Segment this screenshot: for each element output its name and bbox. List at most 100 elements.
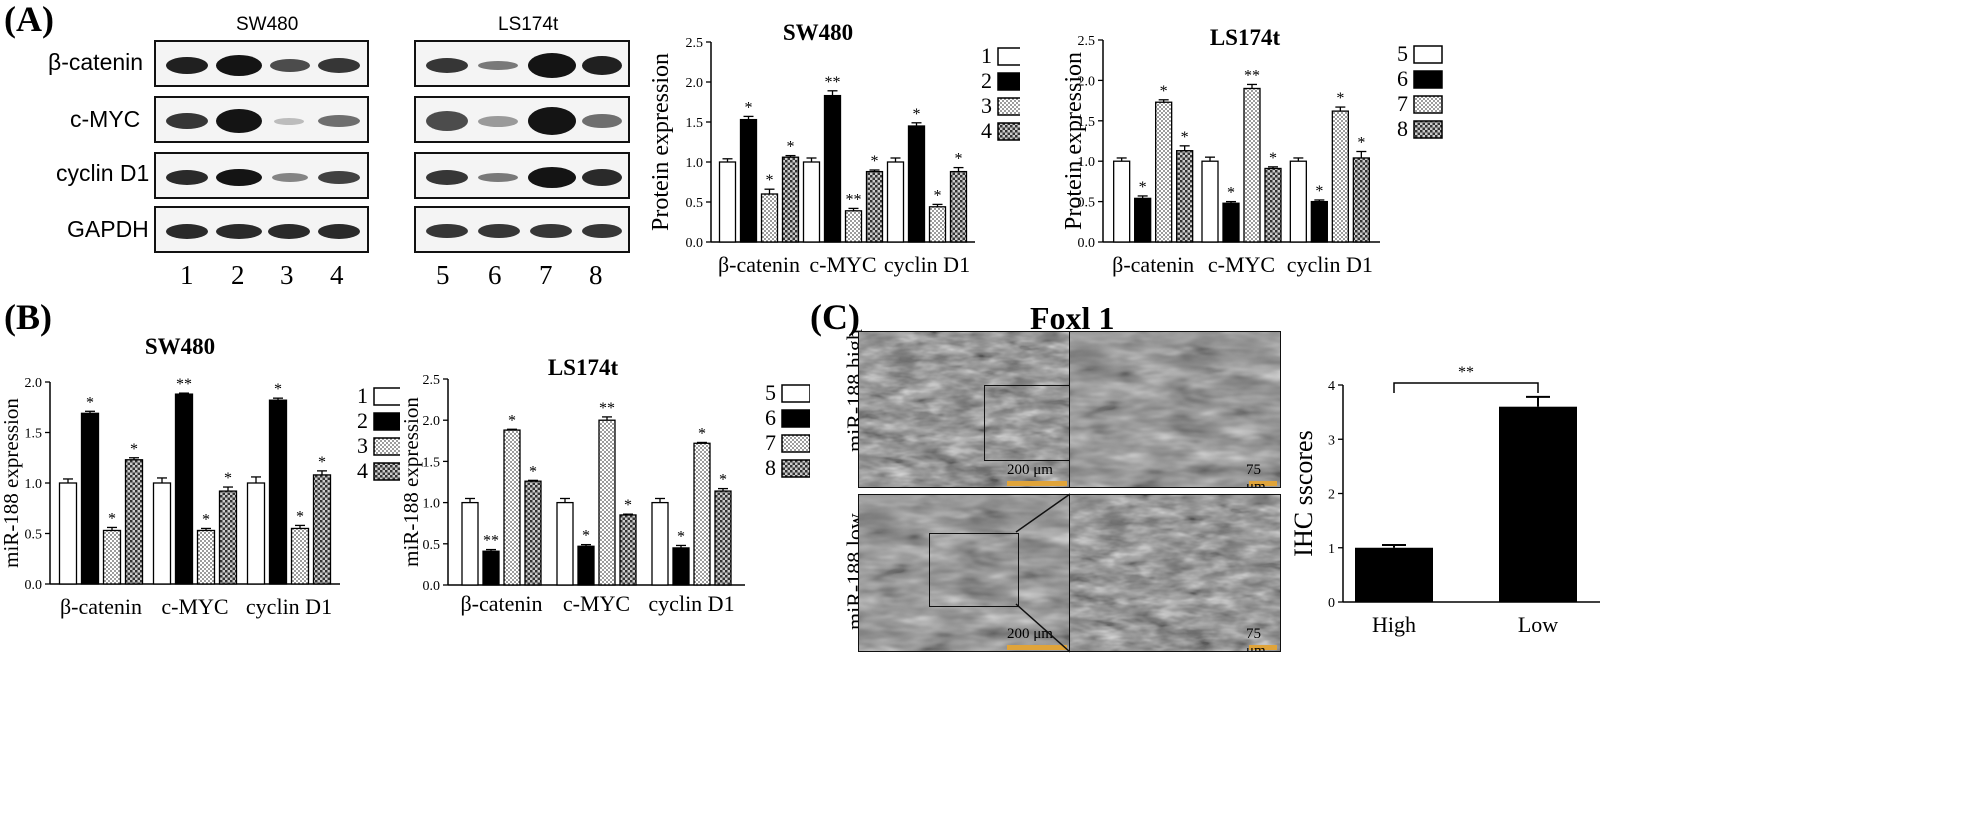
y-tick-label: 2.5 <box>423 373 441 388</box>
legend-label: 8 <box>1397 116 1408 141</box>
y-tick-label: 2.0 <box>423 414 441 429</box>
significance-marker: * <box>913 106 921 123</box>
band <box>478 61 518 70</box>
legend-label: 3 <box>357 433 368 458</box>
legend-swatch <box>997 122 1020 141</box>
blot-sw480-gapdh <box>154 206 369 253</box>
x-category-label: cyclin D1 <box>246 594 332 619</box>
chart-title: LS174t <box>1210 25 1281 50</box>
chart-title: SW480 <box>145 334 215 359</box>
band <box>478 116 518 127</box>
band <box>166 57 208 74</box>
legend-label: 7 <box>765 430 776 455</box>
significance-marker: * <box>624 497 632 514</box>
significance-marker: * <box>766 172 774 189</box>
band <box>270 59 310 72</box>
legend-label: 5 <box>1397 41 1408 66</box>
bar <box>124 459 144 585</box>
tissue-texture <box>1070 495 1280 651</box>
band <box>426 58 468 73</box>
x-category-label: β-catenin <box>1112 252 1194 277</box>
y-tick-label: 2.0 <box>25 376 43 391</box>
band <box>216 55 262 76</box>
zoom-region-box <box>929 533 1019 607</box>
panel-label-b: (B) <box>4 297 52 337</box>
significance-marker: * <box>934 187 942 204</box>
band <box>318 115 360 127</box>
x-category-label: c-MYC <box>1208 252 1275 277</box>
legend-label: 6 <box>765 405 776 430</box>
y-tick-label: 1.5 <box>423 455 441 470</box>
legend-label: 4 <box>357 458 368 483</box>
y-tick-label: 3 <box>1328 433 1335 448</box>
significance-bracket <box>1393 382 1539 393</box>
chart-title: SW480 <box>783 20 853 45</box>
y-tick-label: 1.5 <box>1078 115 1096 130</box>
blot-ls174t-beta-catenin <box>414 40 630 87</box>
micrograph-high-zoom: 75 μm <box>1069 331 1281 488</box>
significance-marker: * <box>274 381 282 398</box>
y-tick-label: 0.0 <box>423 579 441 594</box>
lane-number: 1 <box>180 260 194 290</box>
significance-marker: * <box>202 511 210 528</box>
legend-swatch <box>373 387 400 406</box>
significance-marker: * <box>86 394 94 411</box>
band <box>318 58 360 73</box>
band <box>426 170 468 185</box>
x-category-label: cyclin D1 <box>884 252 970 277</box>
significance-marker: * <box>745 99 753 116</box>
band <box>582 169 622 186</box>
y-axis-label: Protein expression <box>1061 52 1087 230</box>
band <box>216 169 262 186</box>
y-tick-label: 1.5 <box>25 427 43 442</box>
band <box>166 224 208 239</box>
tissue-texture <box>1070 332 1280 487</box>
bar <box>619 514 637 586</box>
blot-sw480-cyclin-d1 <box>154 152 369 199</box>
significance-marker: ** <box>1244 67 1260 84</box>
zoom-region-box <box>984 385 1069 461</box>
bar <box>1499 406 1577 602</box>
legend-swatch <box>373 412 400 431</box>
band <box>426 111 468 131</box>
lane-number: 8 <box>589 260 603 290</box>
lane-number: 2 <box>231 260 245 290</box>
y-tick-label: 2.5 <box>686 36 704 51</box>
bar <box>290 527 310 585</box>
scale-bar <box>1007 645 1067 650</box>
blot-ls174t-cyclin-d1 <box>414 152 630 199</box>
significance-marker: * <box>318 454 326 471</box>
significance-marker: * <box>1160 83 1168 100</box>
chart-a-sw480-protein: SW480 0.0 0.5 1.0 1.5 2.0 2.5 Protein expressio… <box>648 20 1020 277</box>
chart-c-ihc-scores: 0 1 2 3 4 IHC sscores High Low ** <box>1290 364 1600 637</box>
band <box>530 224 572 238</box>
legend-swatch <box>1413 45 1443 64</box>
bar <box>503 429 521 586</box>
band <box>318 224 360 239</box>
significance-marker: * <box>677 528 685 545</box>
significance-marker: * <box>108 510 116 527</box>
y-tick-label: 0.5 <box>423 538 441 553</box>
band <box>528 107 576 135</box>
legend-swatch <box>997 47 1020 66</box>
x-category-label: β-catenin <box>60 594 142 619</box>
blot-ls174t-gapdh <box>414 206 630 253</box>
band <box>582 224 622 238</box>
y-axis-label: Protein expression <box>648 53 674 231</box>
band <box>582 56 622 75</box>
lane-number: 4 <box>330 260 344 290</box>
significance-marker: * <box>224 470 232 487</box>
significance-marker: * <box>529 463 537 480</box>
significance-marker: ** <box>483 533 499 550</box>
significance-marker: * <box>1357 135 1365 152</box>
x-category-label: c-MYC <box>809 252 876 277</box>
blot-title-ls174t: LS174t <box>498 14 559 35</box>
legend-swatch <box>373 437 400 456</box>
x-category-label: c-MYC <box>161 594 228 619</box>
lane-number: 6 <box>488 260 502 290</box>
significance-marker: * <box>1315 183 1323 200</box>
band <box>268 224 310 239</box>
significance-marker: * <box>130 441 138 458</box>
protein-label-c-myc: c-MYC <box>70 106 141 132</box>
significance-marker: * <box>508 412 516 429</box>
